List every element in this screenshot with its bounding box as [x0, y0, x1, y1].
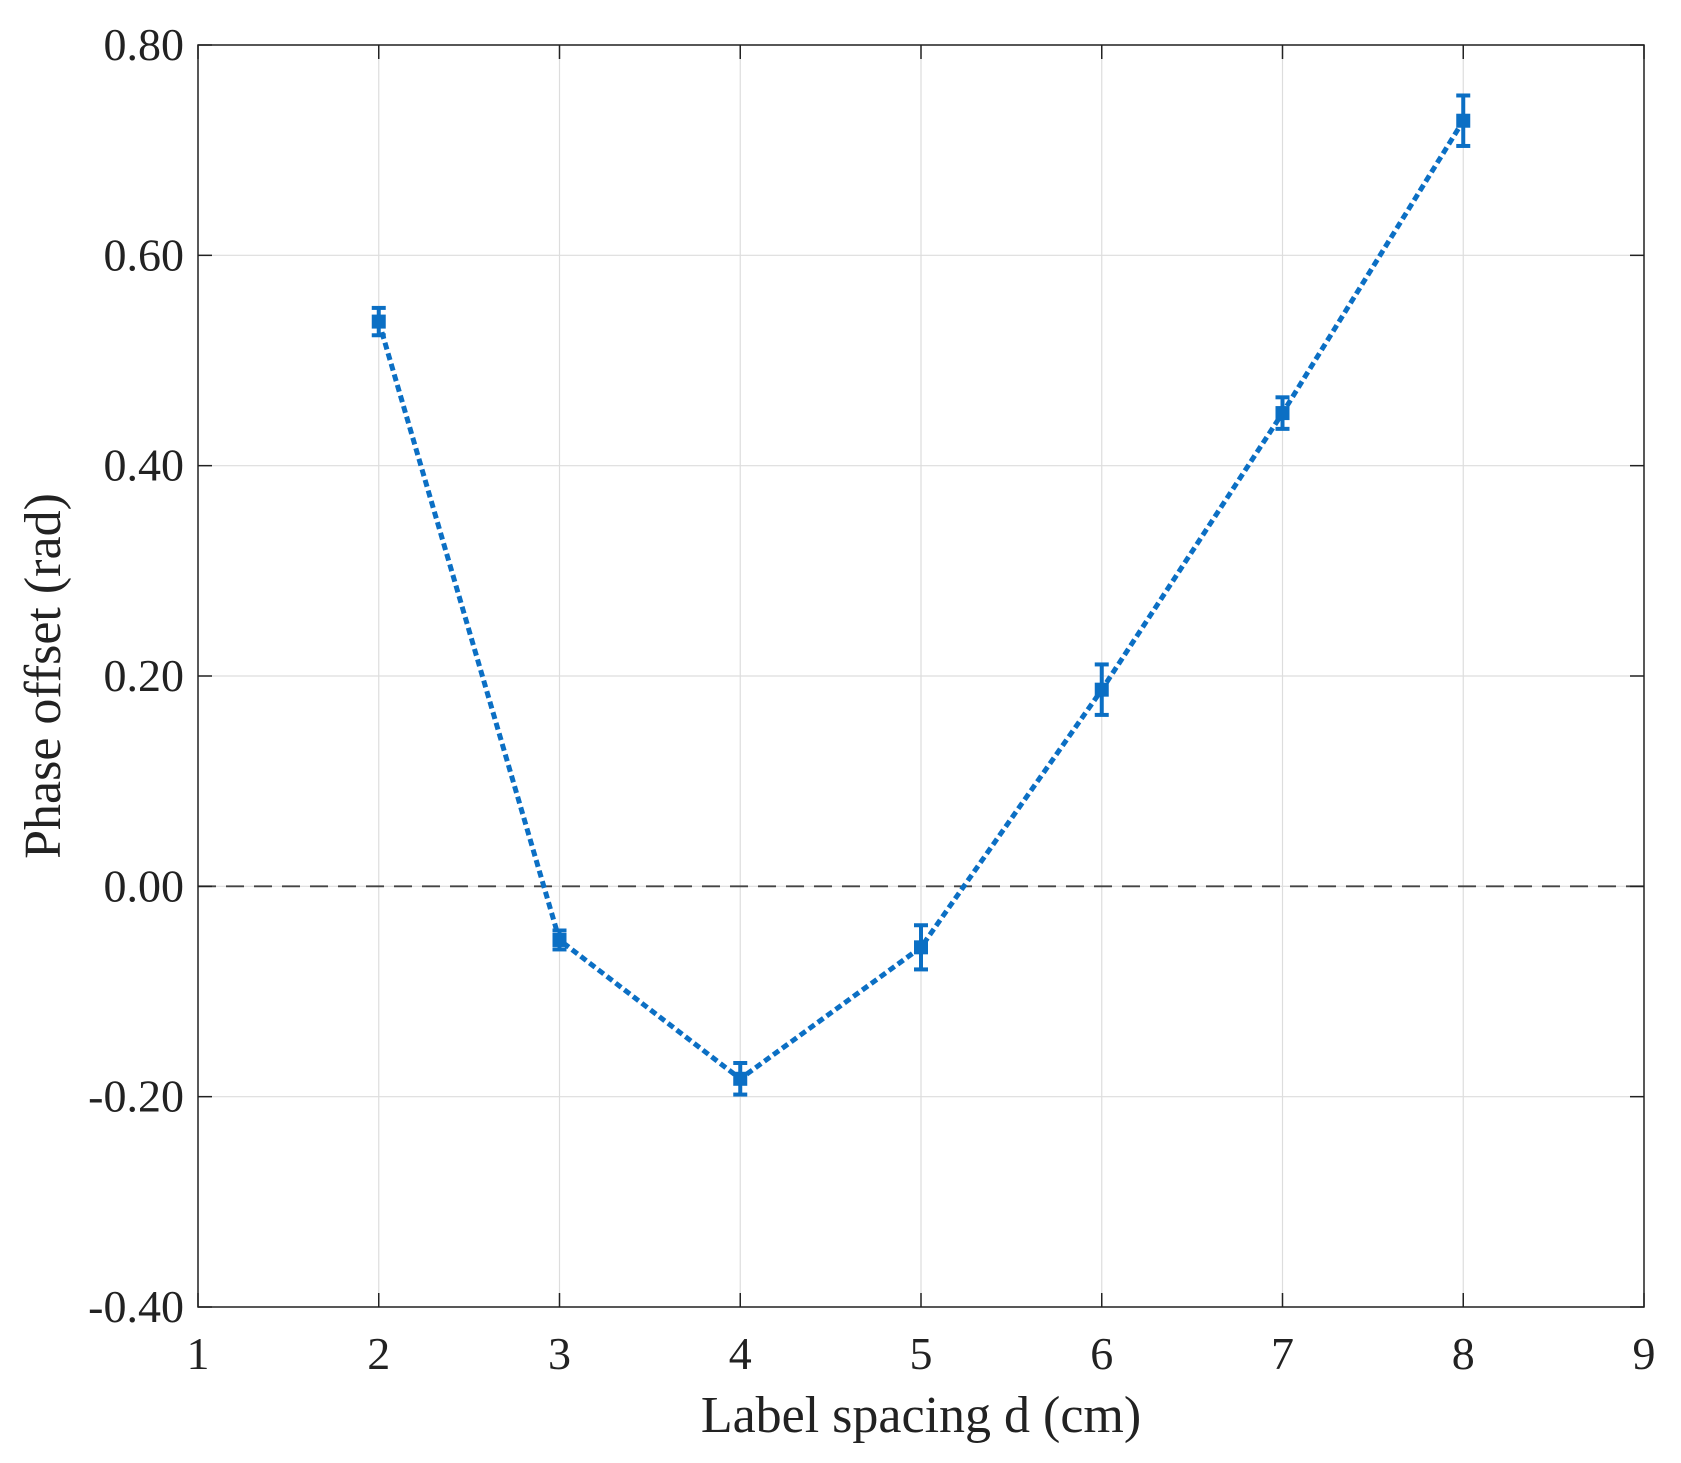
y-tick-label: 0.80 — [104, 19, 185, 70]
x-tick-label: 7 — [1271, 1328, 1294, 1379]
y-tick-label: 0.00 — [104, 860, 185, 911]
y-tick-label: -0.40 — [88, 1281, 184, 1332]
data-point-marker — [552, 932, 567, 947]
axis-ticks — [197, 44, 1645, 1308]
x-tick-labels: 1 2 3 4 5 6 7 8 9 — [187, 1328, 1656, 1379]
data-point-marker — [1094, 682, 1109, 697]
data-point-marker — [733, 1071, 748, 1086]
data-point-marker — [914, 940, 928, 955]
y-axis-title: Phase offset (rad) — [15, 493, 72, 859]
data-point-marker — [1456, 113, 1471, 128]
x-tick-label: 2 — [367, 1328, 390, 1379]
x-tick-label: 6 — [1090, 1328, 1113, 1379]
y-tick-label: 0.40 — [104, 440, 185, 491]
data-series — [371, 93, 1471, 1097]
y-tick-labels: -0.40 -0.20 0.00 0.20 0.40 0.60 0.80 — [88, 19, 184, 1332]
data-point-marker — [371, 314, 386, 329]
y-tick-label: 0.60 — [104, 229, 185, 280]
x-tick-label: 1 — [187, 1328, 210, 1379]
x-axis-title: Label spacing d (cm) — [701, 1387, 1141, 1444]
x-tick-label: 3 — [548, 1328, 571, 1379]
x-tick-label: 4 — [729, 1328, 752, 1379]
y-tick-label: -0.20 — [88, 1071, 184, 1122]
x-tick-label: 9 — [1633, 1328, 1656, 1379]
data-point-marker — [1275, 406, 1290, 421]
x-tick-label: 8 — [1452, 1328, 1475, 1379]
y-tick-label: 0.20 — [104, 650, 185, 701]
x-tick-label: 5 — [910, 1328, 933, 1379]
